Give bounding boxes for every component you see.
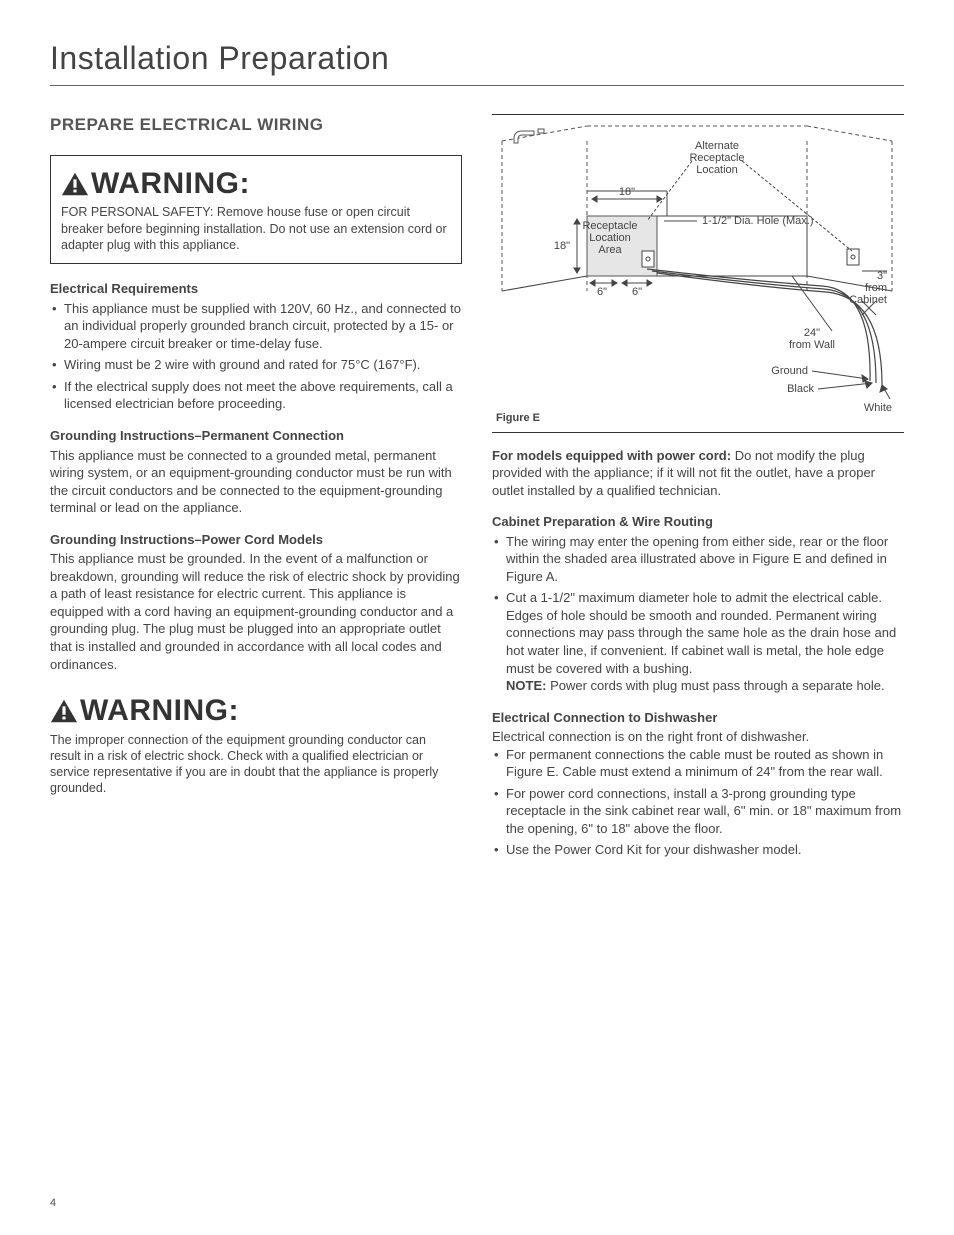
figure-label: Figure E	[496, 411, 540, 426]
warning-title-1: WARNING:	[61, 164, 451, 205]
section-heading: PREPARE ELECTRICAL WIRING	[50, 114, 462, 137]
cab-prep-heading: Cabinet Preparation & Wire Routing	[492, 513, 904, 531]
diag-label: 6"	[632, 286, 642, 298]
elec-req-heading: Electrical Requirements	[50, 280, 462, 298]
list-item: This appliance must be supplied with 120…	[50, 300, 462, 353]
note-lead: NOTE:	[506, 678, 546, 693]
right-column: Alternate Receptacle Location 18" 18" 6"…	[492, 114, 904, 867]
warning-title-2: WARNING:	[50, 691, 462, 732]
list-item: The wiring may enter the opening from ei…	[492, 533, 904, 586]
warning-label: WARNING:	[80, 691, 239, 732]
title-rule	[50, 85, 904, 86]
elec-req-list: This appliance must be supplied with 120…	[50, 300, 462, 413]
two-column-layout: PREPARE ELECTRICAL WIRING WARNING: FOR P…	[50, 114, 904, 867]
figure-e: Alternate Receptacle Location 18" 18" 6"…	[492, 114, 904, 433]
diag-label: 18"	[554, 240, 570, 252]
diag-label: 3"	[877, 270, 887, 282]
list-item: For permanent connections the cable must…	[492, 746, 904, 781]
diag-label: Cabinet	[849, 294, 887, 306]
cab-prep-list: The wiring may enter the opening from ei…	[492, 533, 904, 695]
diag-label: Location	[589, 232, 631, 244]
page-title: Installation Preparation	[50, 40, 904, 77]
diag-label: Ground	[771, 365, 808, 377]
ground-cord-body: This appliance must be grounded. In the …	[50, 550, 462, 673]
list-item-text: Cut a 1-1/2" maximum diameter hole to ad…	[506, 590, 896, 675]
diag-label: Area	[598, 244, 622, 256]
diag-label: 18"	[619, 186, 635, 198]
diag-label: Alternate	[695, 140, 739, 152]
diag-label: from	[865, 282, 887, 294]
diag-label: Black	[787, 383, 814, 395]
list-item: For power cord connections, install a 3-…	[492, 785, 904, 838]
elec-conn-heading: Electrical Connection to Dishwasher	[492, 709, 904, 727]
page-number: 4	[50, 1197, 56, 1209]
diag-label: 24"	[804, 327, 820, 339]
diag-label: from Wall	[789, 339, 835, 351]
warning-box-1: WARNING: FOR PERSONAL SAFETY: Remove hou…	[50, 155, 462, 264]
diag-label: Location	[696, 164, 738, 176]
ground-perm-body: This appliance must be connected to a gr…	[50, 447, 462, 517]
figure-e-diagram: Alternate Receptacle Location 18" 18" 6"…	[492, 121, 902, 421]
list-item: If the electrical supply does not meet t…	[50, 378, 462, 413]
power-cord-para: For models equipped with power cord: Do …	[492, 447, 904, 500]
ground-perm-heading: Grounding Instructions–Permanent Connect…	[50, 427, 462, 445]
diag-label: 1-1/2" Dia. Hole (Max.)	[702, 215, 814, 227]
warning-label: WARNING:	[91, 164, 250, 205]
warning-body-1: FOR PERSONAL SAFETY: Remove house fuse o…	[61, 204, 451, 253]
note-body: Power cords with plug must pass through …	[546, 678, 884, 693]
list-item: Use the Power Cord Kit for your dishwash…	[492, 841, 904, 859]
warning-body-2: The improper connection of the equipment…	[50, 732, 440, 797]
diag-label: 6"	[597, 286, 607, 298]
diag-label: White	[864, 402, 892, 414]
elec-conn-intro: Electrical connection is on the right fr…	[492, 728, 904, 746]
warning-icon	[50, 698, 78, 724]
ground-cord-heading: Grounding Instructions–Power Cord Models	[50, 531, 462, 549]
list-item: Cut a 1-1/2" maximum diameter hole to ad…	[492, 589, 904, 694]
diag-label: Receptacle	[582, 220, 637, 232]
power-cord-lead: For models equipped with power cord:	[492, 448, 731, 463]
diag-label: Receptacle	[689, 152, 744, 164]
warning-icon	[61, 171, 89, 197]
elec-conn-list: For permanent connections the cable must…	[492, 746, 904, 859]
list-item: Wiring must be 2 wire with ground and ra…	[50, 356, 462, 374]
warning-block-2: WARNING: The improper connection of the …	[50, 691, 462, 797]
left-column: PREPARE ELECTRICAL WIRING WARNING: FOR P…	[50, 114, 462, 867]
